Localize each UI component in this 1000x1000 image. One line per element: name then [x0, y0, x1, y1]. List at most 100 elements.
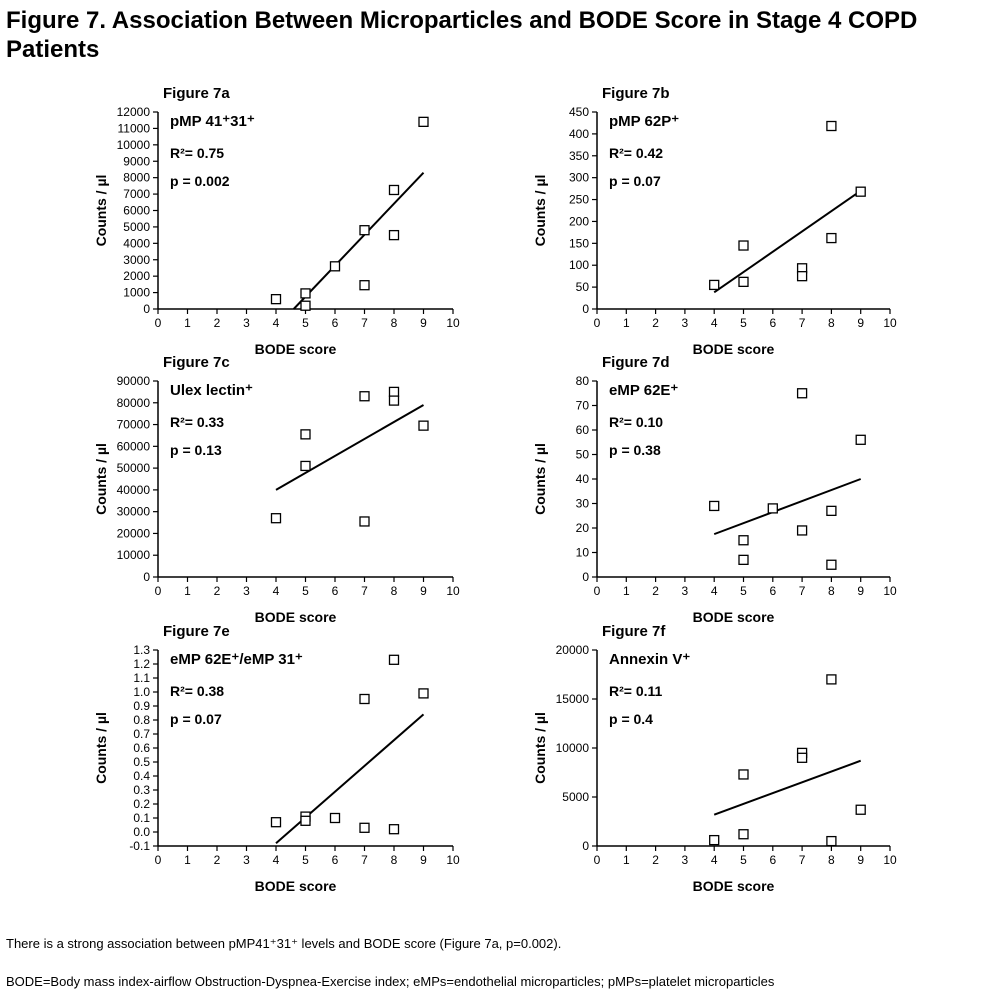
y-tick-label: 0 [143, 302, 150, 316]
x-tick-label: 4 [711, 584, 718, 598]
data-point [300, 288, 311, 299]
data-point [359, 516, 370, 527]
y-tick-label: 30000 [117, 505, 151, 519]
data-point [826, 505, 837, 517]
stat-label: p = 0.38 [609, 442, 661, 458]
y-axis-title: Counts / µl [532, 712, 548, 784]
x-axis-title: BODE score [255, 878, 337, 894]
x-tick-label: 3 [243, 584, 250, 598]
x-tick-label: 10 [446, 853, 460, 867]
stat-label: p = 0.4 [609, 711, 653, 727]
x-tick-label: 4 [711, 853, 718, 867]
y-tick-label: 2000 [123, 269, 150, 283]
data-point [796, 752, 808, 763]
x-tick-label: 9 [857, 584, 864, 598]
data-point [796, 271, 808, 282]
stat-label: p = 0.002 [170, 173, 230, 189]
x-tick-label: 7 [799, 316, 806, 330]
y-tick-label: 20000 [117, 526, 151, 540]
data-point [826, 232, 837, 244]
x-tick-label: 3 [682, 316, 689, 330]
data-point [738, 769, 749, 780]
y-tick-label: 6000 [123, 204, 150, 218]
series-label: pMP 62P⁺ [609, 113, 679, 130]
data-point [709, 834, 720, 846]
x-tick-label: 4 [711, 316, 718, 330]
data-point [300, 300, 311, 311]
y-tick-label: 0.9 [133, 699, 150, 713]
stat-label: R²= 0.33 [170, 414, 224, 430]
y-tick-label: 1.1 [133, 671, 150, 685]
x-tick-label: 8 [391, 584, 398, 598]
data-point [709, 500, 720, 512]
regression-line [292, 172, 425, 310]
charts-canvas: 0 1 2 3 4 5 6 7 8 9 100100020003000400050006000700… [93, 85, 897, 894]
x-tick-label: 2 [652, 584, 659, 598]
x-tick-label: 9 [420, 853, 427, 867]
stat-label: R²= 0.75 [170, 145, 224, 161]
x-tick-label: 10 [446, 316, 460, 330]
data-point [826, 835, 837, 847]
x-tick-label: 0 [155, 316, 162, 330]
x-tick-label: 10 [883, 584, 897, 598]
data-point [418, 420, 429, 431]
y-tick-label: 8000 [123, 171, 150, 185]
y-tick-label: 7000 [123, 187, 150, 201]
x-axis-title: BODE score [255, 341, 337, 357]
y-axis-title: Counts / µl [93, 712, 109, 784]
x-tick-label: 6 [769, 316, 776, 330]
y-tick-label: 20000 [556, 643, 590, 657]
panel-heading: Figure 7d [602, 354, 670, 371]
y-tick-label: 0 [582, 570, 589, 584]
x-tick-label: 4 [273, 584, 280, 598]
data-point [738, 535, 749, 546]
x-tick-label: 5 [740, 316, 747, 330]
y-tick-label: 1.2 [133, 657, 150, 671]
data-point [359, 391, 370, 402]
x-tick-label: 2 [214, 853, 221, 867]
x-tick-label: 3 [682, 584, 689, 598]
x-tick-label: 2 [214, 316, 221, 330]
data-point [300, 815, 311, 826]
regression-line [713, 478, 862, 536]
y-tick-label: 150 [569, 236, 589, 250]
y-tick-label: 10000 [556, 741, 590, 755]
x-axis-title: BODE score [693, 341, 775, 357]
x-tick-label: 0 [594, 853, 601, 867]
x-tick-label: 10 [883, 316, 897, 330]
x-tick-label: 1 [623, 316, 630, 330]
figure-caption: There is a strong association between pM… [6, 936, 562, 951]
y-tick-label: 12000 [117, 105, 151, 119]
x-tick-label: 4 [273, 853, 280, 867]
data-point [359, 822, 370, 833]
regression-line [713, 759, 862, 816]
stat-label: p = 0.07 [170, 711, 222, 727]
y-tick-label: 40 [576, 472, 590, 486]
data-point [270, 817, 282, 828]
data-point [796, 525, 808, 536]
data-point [388, 229, 400, 241]
y-tick-label: 11000 [118, 121, 151, 135]
x-axis-title: BODE score [693, 609, 775, 625]
y-tick-label: 1.0 [133, 685, 150, 699]
y-tick-label: 300 [569, 171, 589, 185]
y-tick-label: 250 [569, 193, 589, 207]
x-tick-label: 9 [857, 853, 864, 867]
x-tick-label: 9 [420, 584, 427, 598]
data-point [855, 186, 866, 197]
y-tick-label: 15000 [556, 692, 590, 706]
y-tick-label: 50 [576, 448, 590, 462]
x-axis-title: BODE score [255, 609, 337, 625]
x-tick-label: 7 [361, 584, 368, 598]
y-tick-label: 80 [576, 374, 590, 388]
y-axis-title: Counts / µl [532, 175, 548, 247]
data-point [388, 184, 400, 196]
y-tick-label: 0.0 [133, 825, 150, 839]
x-tick-label: 3 [682, 853, 689, 867]
series-label: eMP 62E⁺ [609, 382, 678, 399]
y-tick-label: 10 [576, 546, 590, 560]
data-point [826, 674, 837, 685]
x-tick-label: 3 [243, 316, 250, 330]
y-tick-label: 90000 [117, 374, 151, 388]
y-tick-label: 9000 [123, 154, 150, 168]
